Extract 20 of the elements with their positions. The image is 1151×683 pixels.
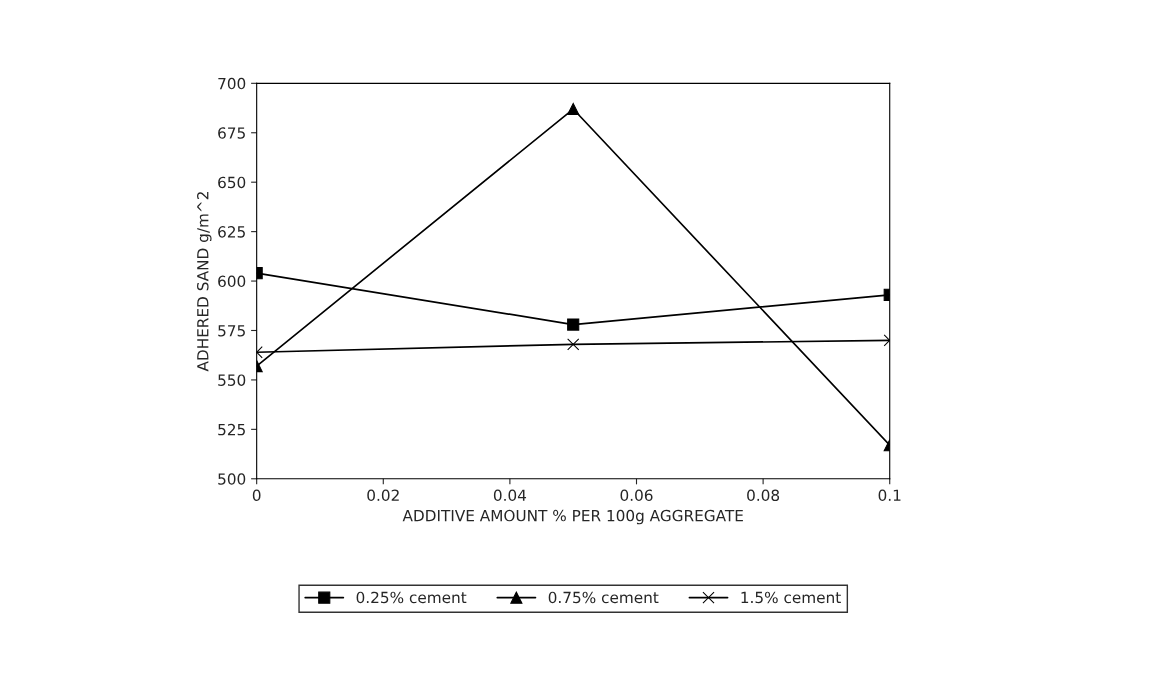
y-tick-label: 675 [218, 127, 245, 139]
y-axis-title: ADHERED SAND g/m^2 [197, 192, 212, 372]
legend-label: 0.75% cement [548, 591, 659, 604]
x-axis-title: ADDITIVE AMOUNT % PER 100g AGGREGATE [402, 509, 743, 525]
x-tick-label: 0.08 [747, 489, 780, 502]
x-tick-label: 0.06 [620, 489, 653, 502]
y-tick-label: 600 [218, 275, 246, 288]
y-tick-label: 650 [218, 176, 246, 189]
legend-label: 0.25% cement [356, 591, 467, 604]
y-tick-label: 575 [218, 325, 245, 337]
y-tick-label: 625 [218, 226, 245, 238]
x-tick-label: 0.1 [878, 489, 901, 502]
legend-label: 1.5% cement [741, 591, 841, 604]
x-tick-label: 0 [252, 489, 261, 502]
x-tick-label: 0.02 [367, 489, 399, 502]
y-tick-label: 700 [218, 77, 246, 90]
y-tick-label: 525 [218, 423, 245, 436]
y-tick-label: 500 [218, 473, 246, 485]
x-tick-label: 0.04 [493, 489, 527, 502]
y-tick-label: 550 [218, 374, 246, 386]
